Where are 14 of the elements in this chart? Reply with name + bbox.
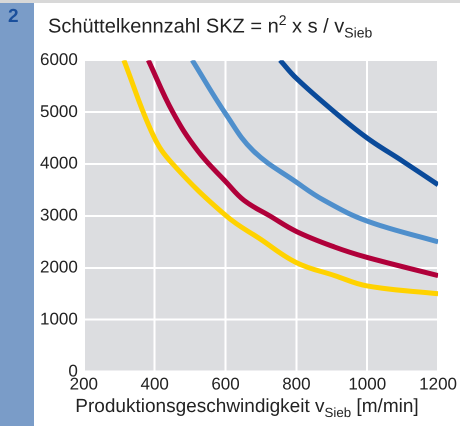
y-tick-label: 6000 [40,50,78,69]
y-tick-label: 4000 [40,154,78,173]
y-tick-label: 3000 [40,206,78,225]
x-tick-label: 1000 [348,374,386,394]
text: 2 [8,6,19,28]
x-tick-label: 800 [282,374,311,394]
y-tick-label: 1000 [40,309,78,328]
x-tick-label: 1200 [419,374,458,394]
x-axis-title: Produktionsgeschwindigkeit v$_{Sieb}$ [m/min] [74,396,420,420]
x-tick-label: 400 [140,374,169,394]
chart-title: Schüttelkennzahl SKZ = n$^{2}$ x s / v$_{Sieb}$ [48,12,372,41]
x-tick-label: 600 [211,374,240,394]
y-tick-label: 2000 [40,257,78,276]
y-tick-label: 5000 [40,102,78,121]
